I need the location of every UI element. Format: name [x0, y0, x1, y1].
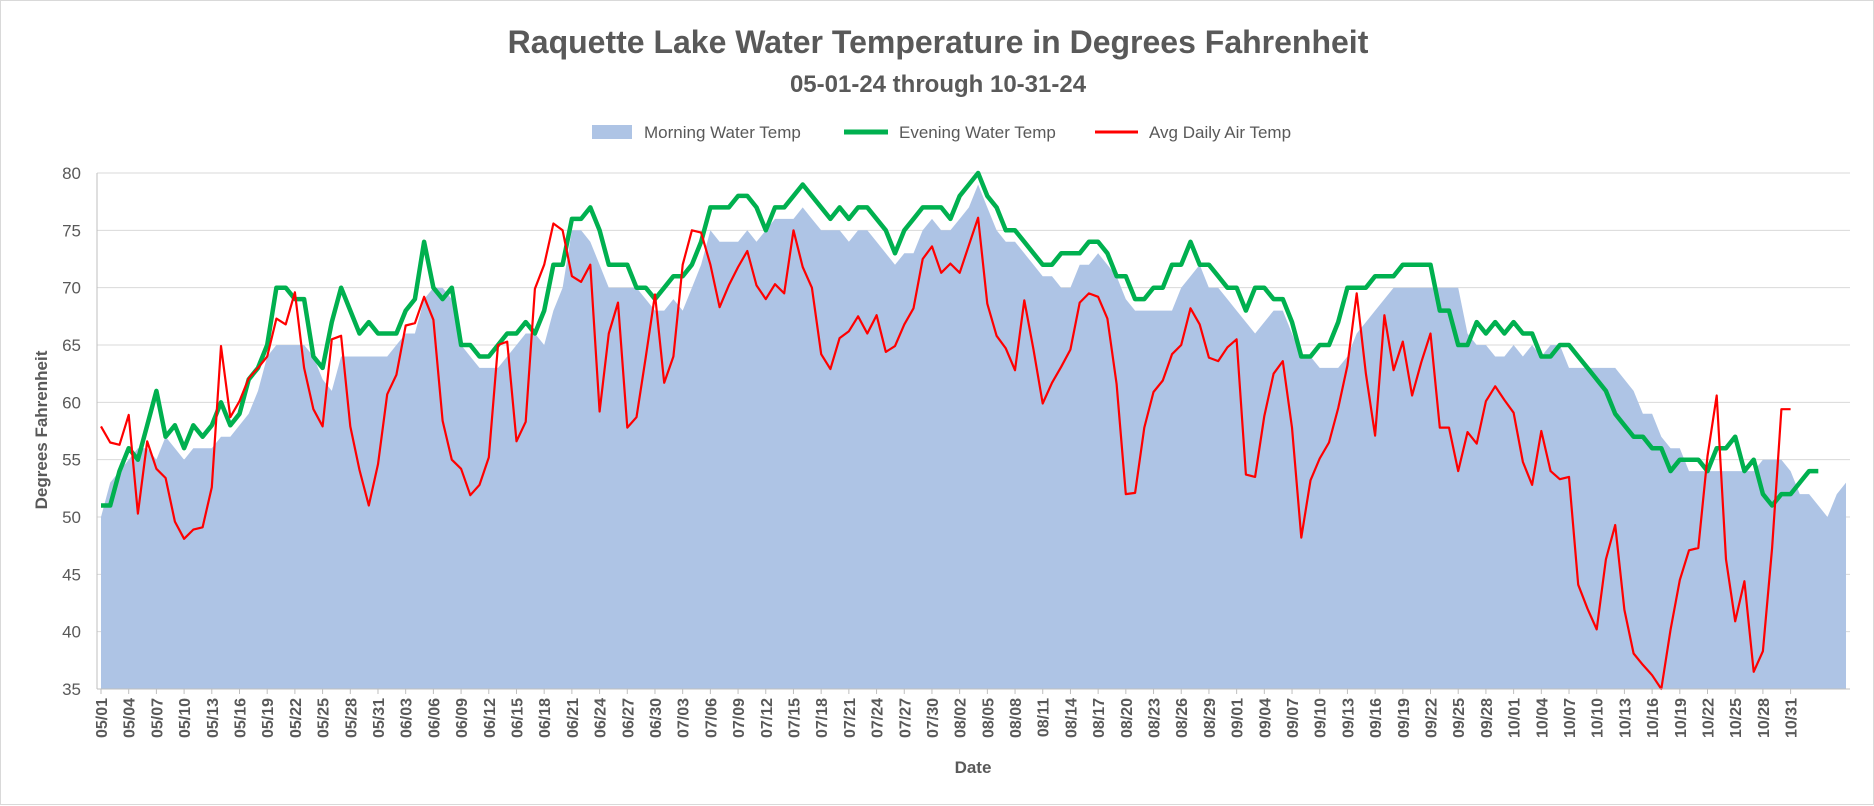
x-tick-label: 09/16: [1368, 698, 1385, 738]
x-tick-label: 07/06: [703, 698, 720, 738]
legend-label-evening: Evening Water Temp: [899, 123, 1056, 142]
x-tick-label: 05/10: [177, 698, 194, 738]
x-tick-label: 07/21: [842, 698, 859, 738]
x-tick-label: 08/02: [953, 698, 970, 738]
x-tick-label: 08/23: [1147, 698, 1164, 738]
x-tick-label: 05/28: [343, 698, 360, 738]
x-tick-label: 09/22: [1424, 698, 1441, 738]
x-tick-label: 09/04: [1257, 698, 1274, 738]
y-tick-label: 60: [62, 393, 81, 412]
x-tick-label: 06/15: [510, 698, 527, 738]
x-tick-label: 10/01: [1507, 698, 1524, 738]
y-tick-label: 35: [62, 680, 81, 699]
x-tick-label: 08/08: [1008, 698, 1025, 738]
x-tick-label: 10/28: [1756, 698, 1773, 738]
x-tick-label: 10/19: [1673, 698, 1690, 738]
x-tick-label: 10/07: [1562, 698, 1579, 738]
x-tick-label: 07/12: [759, 698, 776, 738]
x-tick-label: 06/18: [537, 698, 554, 738]
x-tick-label: 09/01: [1230, 698, 1247, 738]
x-tick-label: 07/24: [870, 698, 887, 738]
x-tick-label: 08/20: [1119, 698, 1136, 738]
x-tick-label: 06/24: [593, 698, 610, 738]
y-tick-label: 50: [62, 508, 81, 527]
legend-label-air: Avg Daily Air Temp: [1149, 123, 1291, 142]
x-tick-label: 09/07: [1285, 698, 1302, 738]
chart-subtitle: 05-01-24 through 10-31-24: [790, 71, 1087, 98]
x-tick-label: 06/12: [482, 698, 499, 738]
x-tick-label: 05/16: [233, 698, 250, 738]
x-tick-label: 09/28: [1479, 698, 1496, 738]
x-tick-label: 08/11: [1036, 698, 1053, 737]
y-tick-label: 55: [62, 451, 81, 470]
x-tick-label: 06/30: [648, 698, 665, 738]
x-axis-label: Date: [955, 758, 992, 777]
axes: [96, 173, 1850, 690]
legend: Morning Water Temp Evening Water Temp Av…: [592, 123, 1291, 142]
x-tick-label: 10/04: [1534, 698, 1551, 738]
x-tick-label: 07/30: [925, 698, 942, 738]
x-tick-label: 05/25: [316, 698, 333, 738]
x-tick-label: 10/16: [1645, 698, 1662, 738]
x-tick-label: 10/13: [1617, 698, 1634, 738]
x-tick-label: 08/14: [1063, 698, 1080, 738]
series-morning-water-temp-area: [101, 184, 1846, 689]
x-tick-label: 05/01: [94, 698, 111, 738]
x-tick-label: 09/13: [1340, 698, 1357, 738]
x-tick-labels: 05/01 05/04 05/07 05/10 05/13 05/16 05/19 05/22…: [94, 689, 1801, 738]
y-tick-label: 65: [62, 336, 81, 355]
x-tick-label: 05/13: [205, 698, 222, 738]
y-tick-label: 70: [62, 279, 81, 298]
y-tick-label: 75: [62, 221, 81, 240]
x-tick-label: 10/10: [1590, 698, 1607, 738]
x-tick-label: 05/04: [122, 698, 139, 738]
x-tick-label: 05/22: [288, 698, 305, 738]
y-tick-label: 40: [62, 623, 81, 642]
x-tick-label: 09/19: [1396, 698, 1413, 738]
x-tick-label: 07/03: [676, 698, 693, 738]
lines-layer: [100, 170, 1819, 691]
x-tick-label: 06/21: [565, 698, 582, 738]
x-tick-label: 10/31: [1784, 698, 1801, 738]
x-tick-label: 05/31: [371, 698, 388, 738]
series-evening-water-temp-line: [101, 170, 1819, 508]
x-tick-label: 06/06: [426, 698, 443, 738]
y-tick-labels: 35 40 45 50 55 60 65 70 75 80: [62, 164, 81, 699]
legend-label-morning: Morning Water Temp: [644, 123, 801, 142]
x-tick-label: 06/03: [399, 698, 416, 738]
y-axis-label: Degrees Fahrenheit: [32, 350, 51, 509]
x-tick-label: 05/07: [149, 698, 166, 738]
x-tick-label: 05/19: [260, 698, 277, 738]
x-tick-label: 08/17: [1091, 698, 1108, 738]
y-tick-label: 80: [62, 164, 81, 183]
x-tick-label: 09/10: [1313, 698, 1330, 738]
x-tick-label: 08/26: [1174, 698, 1191, 738]
x-tick-label: 06/09: [454, 698, 471, 738]
morning-area-layer: [101, 184, 1846, 689]
y-tick-label: 45: [62, 565, 81, 584]
x-tick-label: 07/15: [787, 698, 804, 738]
x-tick-label: 10/25: [1728, 698, 1745, 738]
legend-swatch-morning: [592, 125, 632, 139]
x-tick-label: 07/27: [897, 698, 914, 738]
x-tick-label: 08/29: [1202, 698, 1219, 738]
x-tick-label: 09/25: [1451, 698, 1468, 738]
x-tick-label: 10/22: [1701, 698, 1718, 738]
x-tick-label: 06/27: [620, 698, 637, 738]
x-tick-label: 07/09: [731, 698, 748, 738]
series-avg-daily-air-temp-line: [100, 216, 1791, 691]
x-tick-label: 07/18: [814, 698, 831, 738]
x-tick-label: 08/05: [980, 698, 997, 738]
chart-title: Raquette Lake Water Temperature in Degre…: [508, 24, 1369, 60]
